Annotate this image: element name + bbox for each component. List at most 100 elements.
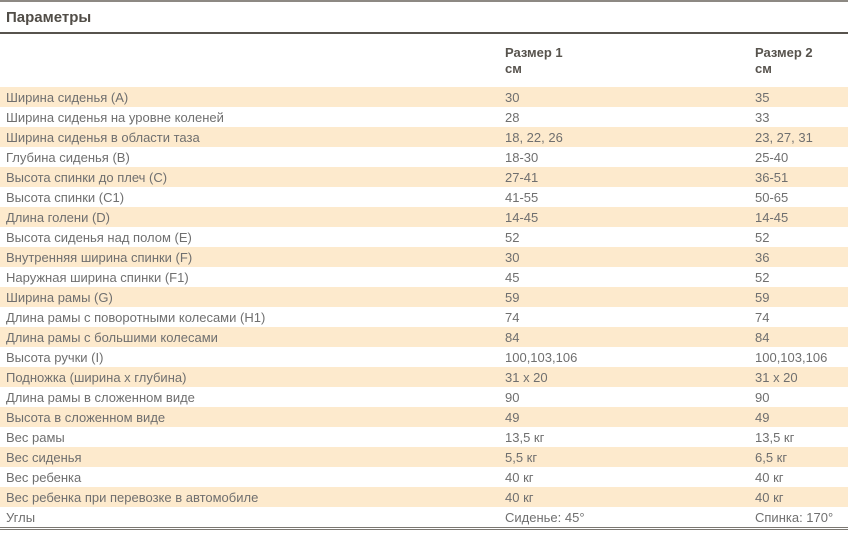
param-size1-value-cell: Сиденье: 45° <box>505 509 585 525</box>
table-row: Ширина сиденья в области таза 18, 22, 26… <box>0 127 848 147</box>
param-size1-value-cell: 49 <box>505 409 520 425</box>
column-header-size2: Размер 2 см <box>755 45 813 77</box>
param-size2-value-cell: 84 <box>755 329 770 345</box>
table-row: Вес сиденья 5,5 кг 6,5 кг <box>0 447 848 467</box>
table-row: Длина голени (D) 14-45 14-45 <box>0 207 848 227</box>
parameters-section: Параметры Размер 1 см Размер 2 см Ширина… <box>0 0 848 530</box>
table-row: Вес ребенка 40 кг 40 кг <box>0 467 848 487</box>
table-row: Вес ребенка при перевозке в автомобиле 4… <box>0 487 848 507</box>
param-name-cell: Высота сиденья над полом (Е) <box>6 229 192 245</box>
table-row: Высота спинки до плеч (С) 27-41 36-51 <box>0 167 848 187</box>
param-name-cell: Вес сиденья <box>6 449 82 465</box>
param-name-cell: Длина рамы в сложенном виде <box>6 389 195 405</box>
param-size2-value-cell: 23, 27, 31 <box>755 129 813 145</box>
table-row: Длина рамы в сложенном виде 90 90 <box>0 387 848 407</box>
param-size1-value-cell: 100,103,106 <box>505 349 578 365</box>
param-size2-value-cell: 35 <box>755 89 770 105</box>
param-size1-value-cell: 18-30 <box>505 149 539 165</box>
top-divider <box>0 0 848 2</box>
param-size2-value-cell: 31 х 20 <box>755 369 798 385</box>
param-name-cell: Высота спинки до плеч (С) <box>6 169 168 185</box>
param-size1-value-cell: 59 <box>505 289 520 305</box>
param-name-cell: Вес рамы <box>6 429 65 445</box>
param-size2-value-cell: 40 кг <box>755 489 784 505</box>
param-size1-value-cell: 41-55 <box>505 189 539 205</box>
param-size2-value-cell: 14-45 <box>755 209 789 225</box>
table-row: Высота в сложенном виде 49 49 <box>0 407 848 427</box>
param-size2-value-cell: 74 <box>755 309 770 325</box>
param-size1-value-cell: 30 <box>505 89 520 105</box>
param-name-cell: Ширина сиденья (А) <box>6 89 129 105</box>
table-row: Наружная ширина спинки (F1) 45 52 <box>0 267 848 287</box>
param-name-cell: Ширина рамы (G) <box>6 289 113 305</box>
param-name-cell: Длина голени (D) <box>6 209 110 225</box>
param-size2-value-cell: 52 <box>755 229 770 245</box>
param-size1-value-cell: 13,5 кг <box>505 429 545 445</box>
param-size2-value-cell: 33 <box>755 109 770 125</box>
param-name-cell: Подножка (ширина х глубина) <box>6 369 187 385</box>
table-row: Ширина рамы (G) 59 59 <box>0 287 848 307</box>
param-name-cell: Ширина сиденья в области таза <box>6 129 200 145</box>
param-name-cell: Углы <box>6 509 36 525</box>
table-row: Ширина сиденья (А) 30 35 <box>0 87 848 107</box>
column-header-size2-unit: см <box>755 61 772 76</box>
param-size2-value-cell: 25-40 <box>755 149 789 165</box>
page-title: Параметры <box>6 9 92 26</box>
param-name-cell: Высота в сложенном виде <box>6 409 166 425</box>
param-size2-value-cell: 40 кг <box>755 469 784 485</box>
table-row: Длина рамы с поворотными колесами (H1) 7… <box>0 307 848 327</box>
param-size1-value-cell: 45 <box>505 269 520 285</box>
param-name-cell: Внутренняя ширина спинки (F) <box>6 249 193 265</box>
param-size2-value-cell: Спинка: 170° <box>755 509 834 525</box>
param-size1-value-cell: 30 <box>505 249 520 265</box>
param-size2-value-cell: 49 <box>755 409 770 425</box>
param-name-cell: Глубина сиденья (В) <box>6 149 130 165</box>
param-size1-value-cell: 28 <box>505 109 520 125</box>
param-size1-value-cell: 40 кг <box>505 469 534 485</box>
param-size1-value-cell: 27-41 <box>505 169 539 185</box>
column-header-size1-name: Размер 1 <box>505 45 563 60</box>
table-row: Высота спинки (С1) 41-55 50-65 <box>0 187 848 207</box>
param-name-cell: Высота ручки (I) <box>6 349 104 365</box>
param-name-cell: Высота спинки (С1) <box>6 189 125 205</box>
parameters-table: Ширина сиденья (А) 30 35 Ширина сиденья … <box>0 87 848 530</box>
param-size1-value-cell: 74 <box>505 309 520 325</box>
table-row: Длина рамы с большими колесами 84 84 <box>0 327 848 347</box>
param-size1-value-cell: 40 кг <box>505 489 534 505</box>
param-size1-value-cell: 14-45 <box>505 209 539 225</box>
table-row: Высота ручки (I) 100,103,106 100,103,106 <box>0 347 848 367</box>
param-size1-value-cell: 5,5 кг <box>505 449 538 465</box>
param-size2-value-cell: 52 <box>755 269 770 285</box>
param-size2-value-cell: 6,5 кг <box>755 449 788 465</box>
param-name-cell: Длина рамы с большими колесами <box>6 329 218 345</box>
title-divider <box>0 32 848 34</box>
param-size2-value-cell: 36 <box>755 249 770 265</box>
param-name-cell: Наружная ширина спинки (F1) <box>6 269 189 285</box>
param-name-cell: Ширина сиденья на уровне коленей <box>6 109 224 125</box>
table-row: Подножка (ширина х глубина) 31 х 20 31 х… <box>0 367 848 387</box>
table-row: Ширина сиденья на уровне коленей 28 33 <box>0 107 848 127</box>
param-name-cell: Вес ребенка <box>6 469 82 485</box>
column-header-size2-name: Размер 2 <box>755 45 813 60</box>
param-size2-value-cell: 100,103,106 <box>755 349 828 365</box>
param-size2-value-cell: 13,5 кг <box>755 429 795 445</box>
table-column-headers: Размер 1 см Размер 2 см <box>0 34 848 87</box>
param-size2-value-cell: 59 <box>755 289 770 305</box>
param-size1-value-cell: 84 <box>505 329 520 345</box>
param-size1-value-cell: 90 <box>505 389 520 405</box>
table-row: Высота сиденья над полом (Е) 52 52 <box>0 227 848 247</box>
param-name-cell: Вес ребенка при перевозке в автомобиле <box>6 489 259 505</box>
column-header-size1: Размер 1 см <box>505 45 563 77</box>
param-size1-value-cell: 18, 22, 26 <box>505 129 563 145</box>
table-row: Глубина сиденья (В) 18-30 25-40 <box>0 147 848 167</box>
column-header-size1-unit: см <box>505 61 522 76</box>
param-size1-value-cell: 52 <box>505 229 520 245</box>
table-row: Углы Сиденье: 45° Спинка: 170° <box>0 507 848 529</box>
param-size2-value-cell: 36-51 <box>755 169 789 185</box>
parameters-table-body: Ширина сиденья (А) 30 35 Ширина сиденья … <box>0 87 848 529</box>
param-size2-value-cell: 50-65 <box>755 189 789 205</box>
param-size2-value-cell: 90 <box>755 389 770 405</box>
table-row: Внутренняя ширина спинки (F) 30 36 <box>0 247 848 267</box>
table-row: Вес рамы 13,5 кг 13,5 кг <box>0 427 848 447</box>
param-size1-value-cell: 31 х 20 <box>505 369 548 385</box>
